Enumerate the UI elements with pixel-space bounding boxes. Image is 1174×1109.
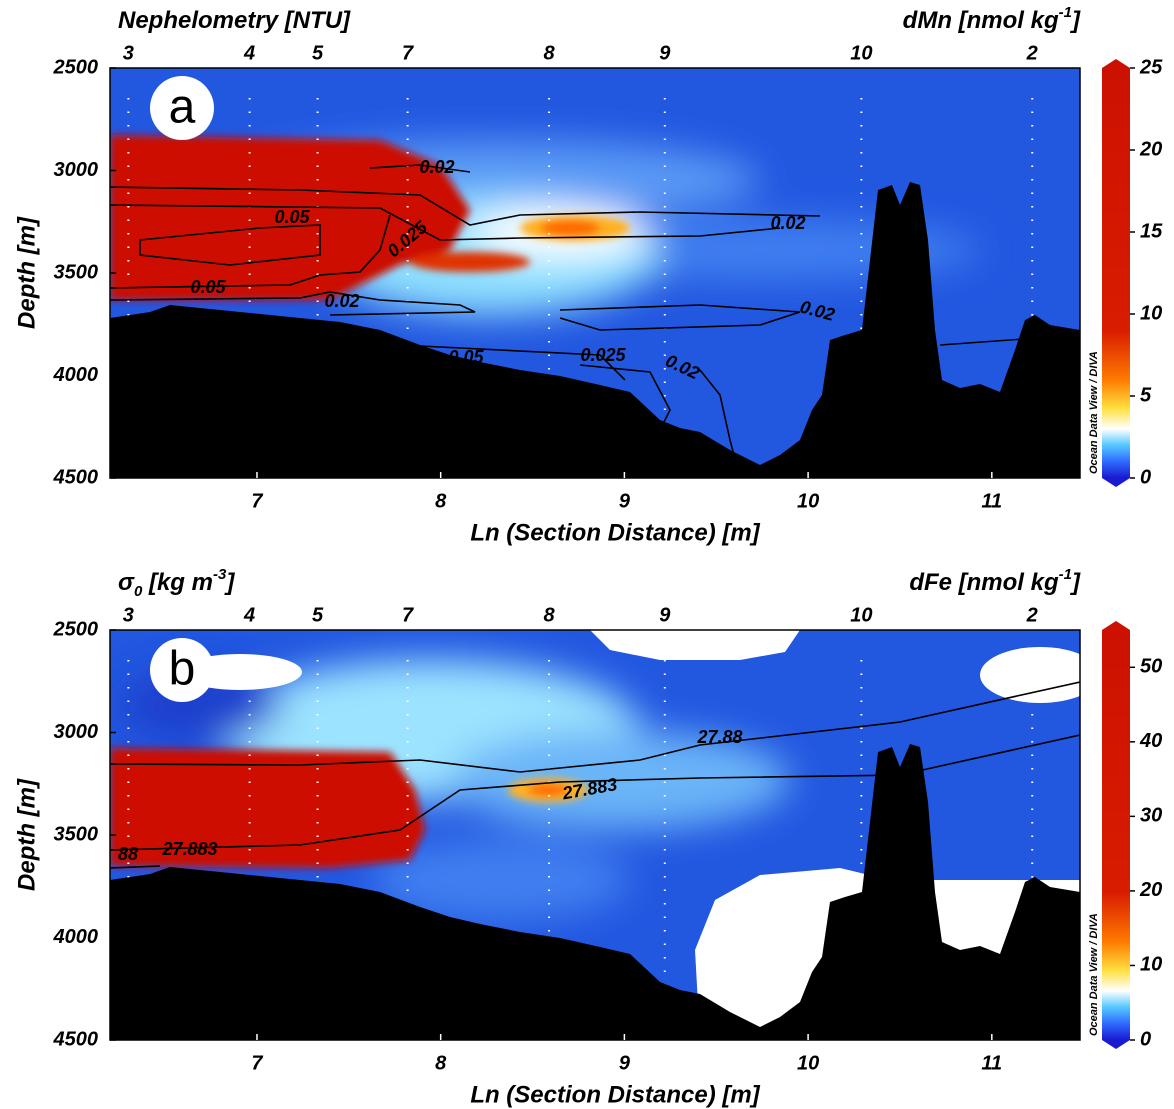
- x-tick-label: 7: [251, 490, 263, 512]
- contour-label: 0.02: [770, 213, 805, 233]
- x-tick-label: 9: [619, 490, 631, 512]
- title-left-part: -3: [213, 566, 227, 583]
- y-tick-label: 3500: [54, 261, 99, 283]
- contour-label: 0.025: [580, 345, 626, 365]
- title-left: Nephelometry [NTU]: [118, 7, 351, 34]
- station-label: 10: [850, 42, 872, 64]
- title-left-part: 0: [134, 583, 143, 600]
- x-tick-label: 7: [251, 1052, 263, 1074]
- title-left-part: [kg m: [142, 569, 213, 596]
- title-left-part: σ: [118, 569, 135, 596]
- colorbar-tick-label: 40: [1139, 730, 1162, 752]
- colorbar-tick-label: 20: [1139, 138, 1162, 160]
- y-tick-label: 2500: [53, 618, 99, 640]
- title-right-part: dFe [nmol kg: [909, 569, 1059, 596]
- colorbar-tick-label: 10: [1140, 954, 1162, 976]
- colorbar: [1102, 68, 1130, 478]
- station-label: 9: [659, 42, 671, 64]
- y-tick-label: 3000: [54, 159, 99, 181]
- title-right: dMn [nmol kg-1]: [903, 4, 1081, 34]
- x-tick-label: 11: [981, 1052, 1002, 1074]
- title-right-part: dMn [nmol kg: [903, 7, 1059, 34]
- station-label: 2: [1026, 42, 1038, 64]
- y-tick-label: 3500: [54, 823, 99, 845]
- station-label: 5: [312, 42, 324, 64]
- colorbar-tick-label: 50: [1140, 656, 1162, 678]
- station-label: 4: [243, 604, 255, 626]
- title-left: σ0 [kg m-3]: [118, 566, 235, 600]
- contour-label: 27.88: [696, 727, 742, 747]
- title-right-part: ]: [1069, 569, 1081, 596]
- station-label: 7: [402, 42, 414, 64]
- contour-label: 0.02: [324, 291, 359, 311]
- y-tick-label: 4000: [53, 364, 99, 386]
- station-label: 4: [243, 42, 255, 64]
- panel-badge: [150, 638, 214, 702]
- y-tick-label: 2500: [53, 56, 99, 78]
- title-left-part: Nephelometry [NTU]: [118, 7, 351, 34]
- x-tick-label: 8: [435, 490, 447, 512]
- x-axis-label: Ln (Section Distance) [m]: [470, 519, 760, 546]
- title-right-part: -1: [1059, 4, 1072, 21]
- colorbar-tick-label: 30: [1140, 805, 1162, 827]
- station-label: 5: [312, 604, 324, 626]
- title-right-part: -1: [1059, 566, 1072, 583]
- colorbar-tick-label: 15: [1140, 220, 1163, 242]
- y-axis-label: Depth [m]: [13, 216, 40, 329]
- contour-label: 0.02: [419, 157, 454, 177]
- station-label: 8: [544, 42, 556, 64]
- station-label: 7: [402, 604, 414, 626]
- y-axis-label: Depth [m]: [13, 778, 40, 891]
- colorbar-tick-label: 0: [1140, 466, 1151, 488]
- station-label: 3: [123, 604, 134, 626]
- contour-label: 0.05: [274, 207, 310, 227]
- colorbar-arrow: [1102, 478, 1130, 487]
- x-tick-label: 8: [435, 1052, 447, 1074]
- station-label: 8: [544, 604, 556, 626]
- x-tick-label: 9: [619, 1052, 631, 1074]
- colorbar-tick-label: 0: [1140, 1028, 1151, 1050]
- panel-badge: [150, 76, 214, 140]
- contour-label: 27.883: [161, 839, 217, 859]
- colorbar-tick-label: 25: [1139, 56, 1163, 78]
- contour-label: 0.05: [448, 347, 484, 367]
- x-tick-label: 10: [797, 1052, 819, 1074]
- station-label: 3: [123, 42, 134, 64]
- colorbar-arrow: [1102, 621, 1130, 630]
- contour-label: 88: [118, 844, 138, 864]
- x-axis-label: Ln (Section Distance) [m]: [470, 1081, 760, 1108]
- colorbar-arrow: [1102, 59, 1130, 68]
- colorbar-tick-label: 5: [1140, 384, 1152, 406]
- colorbar: [1102, 630, 1130, 1040]
- colorbar-label: Ocean Data View / DIVA: [1088, 351, 1100, 474]
- title-right: dFe [nmol kg-1]: [909, 566, 1081, 596]
- x-tick-label: 11: [981, 490, 1002, 512]
- x-tick-label: 10: [797, 490, 819, 512]
- colorbar-tick-label: 10: [1140, 302, 1162, 324]
- colorbar-label: Ocean Data View / DIVA: [1088, 913, 1100, 1036]
- station-label: 2: [1026, 604, 1038, 626]
- y-tick-label: 4000: [53, 926, 99, 948]
- colorbar-tick-label: 20: [1139, 879, 1162, 901]
- y-tick-label: 4500: [53, 1028, 99, 1050]
- station-label: 10: [850, 604, 872, 626]
- title-right-part: ]: [1069, 7, 1081, 34]
- y-tick-label: 3000: [54, 721, 99, 743]
- panel-letter: b: [169, 643, 196, 696]
- contours-b: [110, 681, 1080, 869]
- contour-label: 0.05: [190, 277, 226, 297]
- station-label: 9: [659, 604, 671, 626]
- title-left-part: ]: [223, 569, 235, 596]
- panel-letter: a: [169, 81, 196, 134]
- colorbar-arrow: [1102, 1040, 1130, 1049]
- y-tick-label: 4500: [53, 466, 99, 488]
